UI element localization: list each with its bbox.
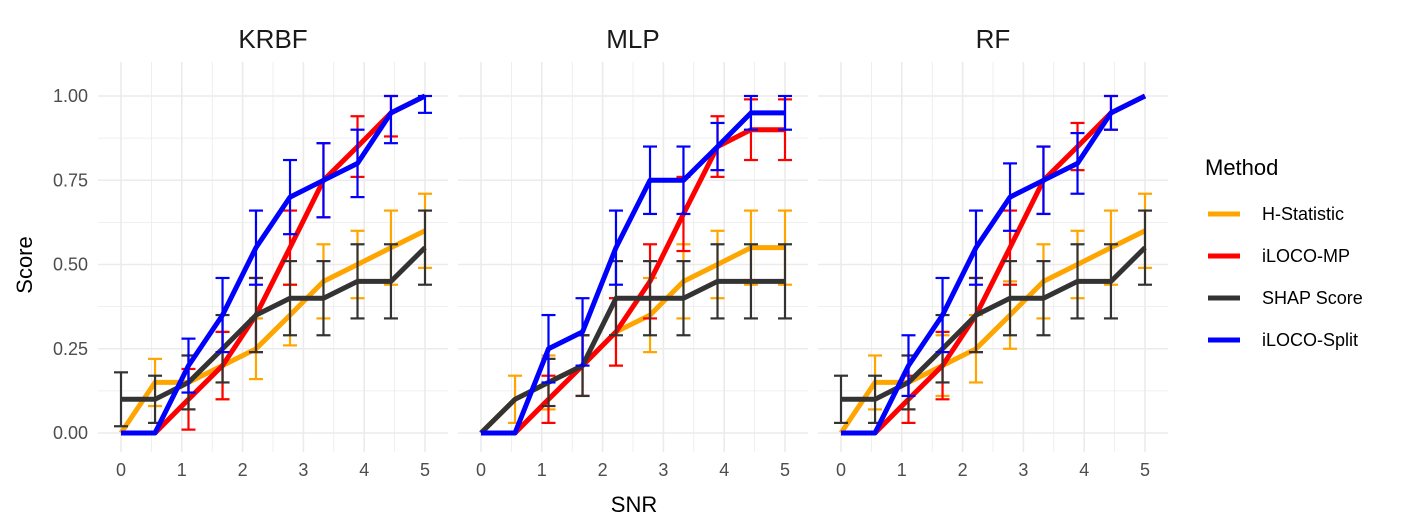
series-line	[118, 228, 427, 435]
series-iloco-mp	[481, 98, 792, 436]
panel-title: MLP	[606, 24, 659, 54]
y-tick-label: 0.50	[53, 255, 88, 275]
series-line	[838, 228, 1147, 435]
legend-item-iloco-mp: iLOCO-MP	[1208, 246, 1350, 266]
legend-label: iLOCO-Split	[1262, 330, 1358, 350]
x-tick-label: 3	[1018, 460, 1028, 480]
x-tick-label: 5	[780, 460, 790, 480]
legend: Method H-Statistic iLOCO-MP SHAP Score iLOC…	[1205, 155, 1363, 350]
series-line	[121, 93, 427, 436]
x-tick-label: 4	[359, 460, 369, 480]
x-tick-label: 2	[238, 460, 248, 480]
y-axis-title: Score	[12, 236, 37, 293]
series-line	[841, 93, 1147, 436]
series-iloco-split	[481, 94, 792, 436]
series-line	[841, 93, 1147, 436]
x-tick-label: 2	[958, 460, 968, 480]
x-tick-label: 0	[116, 460, 126, 480]
legend-label: SHAP Score	[1262, 288, 1363, 308]
legend-item-iloco-split: iLOCO-Split	[1208, 330, 1358, 350]
x-tick-label: 2	[598, 460, 608, 480]
y-tick-label: 0.25	[53, 339, 88, 359]
series-iloco-split	[841, 93, 1147, 436]
x-tick-label: 5	[420, 460, 430, 480]
x-tick-label: 3	[298, 460, 308, 480]
legend-item-h-statistic: H-Statistic	[1208, 204, 1344, 224]
x-tick-label: 4	[1079, 460, 1089, 480]
series-line	[481, 110, 785, 436]
series-h-statistic	[838, 192, 1152, 435]
x-tick-label: 1	[537, 460, 547, 480]
series-iloco-split	[121, 93, 432, 436]
x-tick-label: 5	[1140, 460, 1150, 480]
panel-krbf: KRBF 0 1 2 3 4 5 0.00 0.25 0.50 0.75 1.00	[53, 24, 448, 480]
y-tick-label: 0.75	[53, 170, 88, 190]
legend-label: H-Statistic	[1262, 204, 1344, 224]
x-tick-label: 0	[476, 460, 486, 480]
x-axis-title: SNR	[611, 492, 657, 517]
x-tick-label: 0	[836, 460, 846, 480]
series-line	[841, 245, 1147, 402]
x-tick-label: 1	[897, 460, 907, 480]
gridlines	[458, 62, 808, 452]
legend-item-shap-score: SHAP Score	[1208, 288, 1363, 308]
series-h-statistic	[118, 192, 432, 435]
x-tick-label: 1	[177, 460, 187, 480]
y-tick-label: 0.00	[53, 423, 88, 443]
series-line	[121, 93, 427, 436]
series-line	[481, 127, 785, 436]
legend-title: Method	[1205, 155, 1278, 180]
gridlines	[98, 62, 448, 452]
panel-rf: RF 0 1 2 3 4 5	[818, 24, 1168, 480]
panel-title: RF	[976, 24, 1011, 54]
panel-mlp: MLP 0 1 2 3 4 5	[458, 24, 808, 480]
y-tick-label: 1.00	[53, 86, 88, 106]
x-tick-label: 3	[658, 460, 668, 480]
panel-title: KRBF	[238, 24, 307, 54]
series-line	[121, 245, 427, 402]
legend-label: iLOCO-MP	[1262, 246, 1350, 266]
x-tick-label: 4	[719, 460, 729, 480]
